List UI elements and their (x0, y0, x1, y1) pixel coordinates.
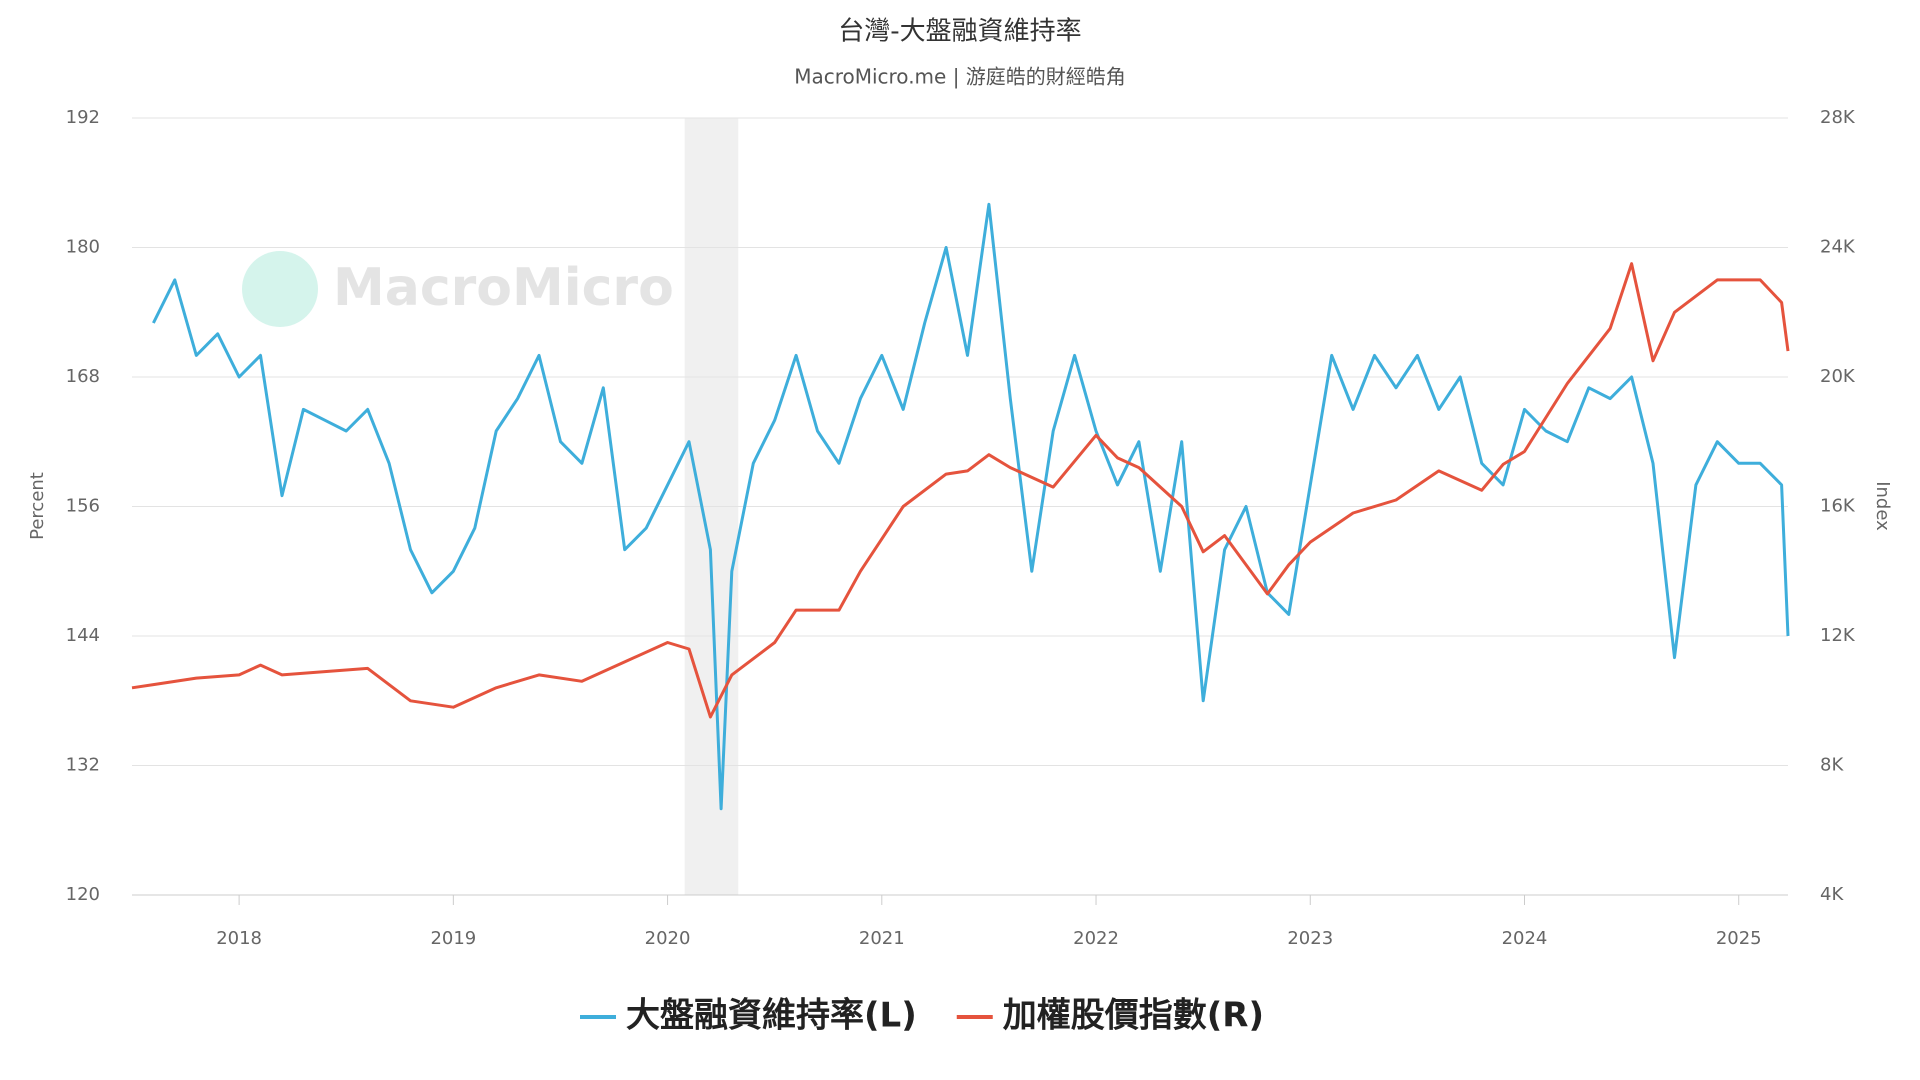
x-tick-label: 2019 (430, 928, 476, 949)
plot-area (131, 117, 1790, 896)
y-tick-label: 192 (66, 107, 100, 128)
y-tick-label: 144 (66, 625, 100, 646)
y-axis-title: Percent (27, 472, 48, 540)
chart-subtitle: MacroMicro.me | 游庭皓的財經皓角 (794, 65, 1126, 89)
y-tick-label: 120 (66, 884, 100, 905)
x-tick-label: 2024 (1502, 928, 1548, 949)
chart-title: 台灣-大盤融資維持率 (838, 17, 1081, 47)
y2-tick-label: 28K (1820, 107, 1856, 128)
x-tick-label: 2022 (1073, 928, 1119, 949)
y-tick-label: 180 (66, 237, 100, 258)
legend-label: 大盤融資維持率(L) (626, 996, 917, 1036)
series-line (152, 202, 1790, 811)
x-tick-label: 2023 (1287, 928, 1333, 949)
y-tick-label: 156 (66, 496, 100, 517)
watermark: MacroMicro (333, 258, 674, 318)
y2-tick-label: 24K (1820, 237, 1856, 258)
y2-tick-label: 12K (1820, 625, 1856, 646)
y2-tick-label: 16K (1820, 496, 1856, 517)
y2-tick-label: 8K (1820, 755, 1844, 776)
x-tick-label: 2025 (1716, 928, 1762, 949)
y-tick-label: 132 (66, 755, 100, 776)
x-tick-label: 2018 (216, 928, 262, 949)
watermark-logo (242, 251, 318, 327)
y2-axis-title: Index (1872, 481, 1893, 531)
y2-tick-label: 20K (1820, 366, 1856, 387)
y-tick-label: 168 (66, 366, 100, 387)
legend-label: 加權股價指數(R) (1003, 996, 1264, 1036)
y2-tick-label: 4K (1820, 884, 1844, 905)
x-tick-label: 2020 (645, 928, 691, 949)
x-tick-label: 2021 (859, 928, 905, 949)
series-line (131, 262, 1790, 719)
